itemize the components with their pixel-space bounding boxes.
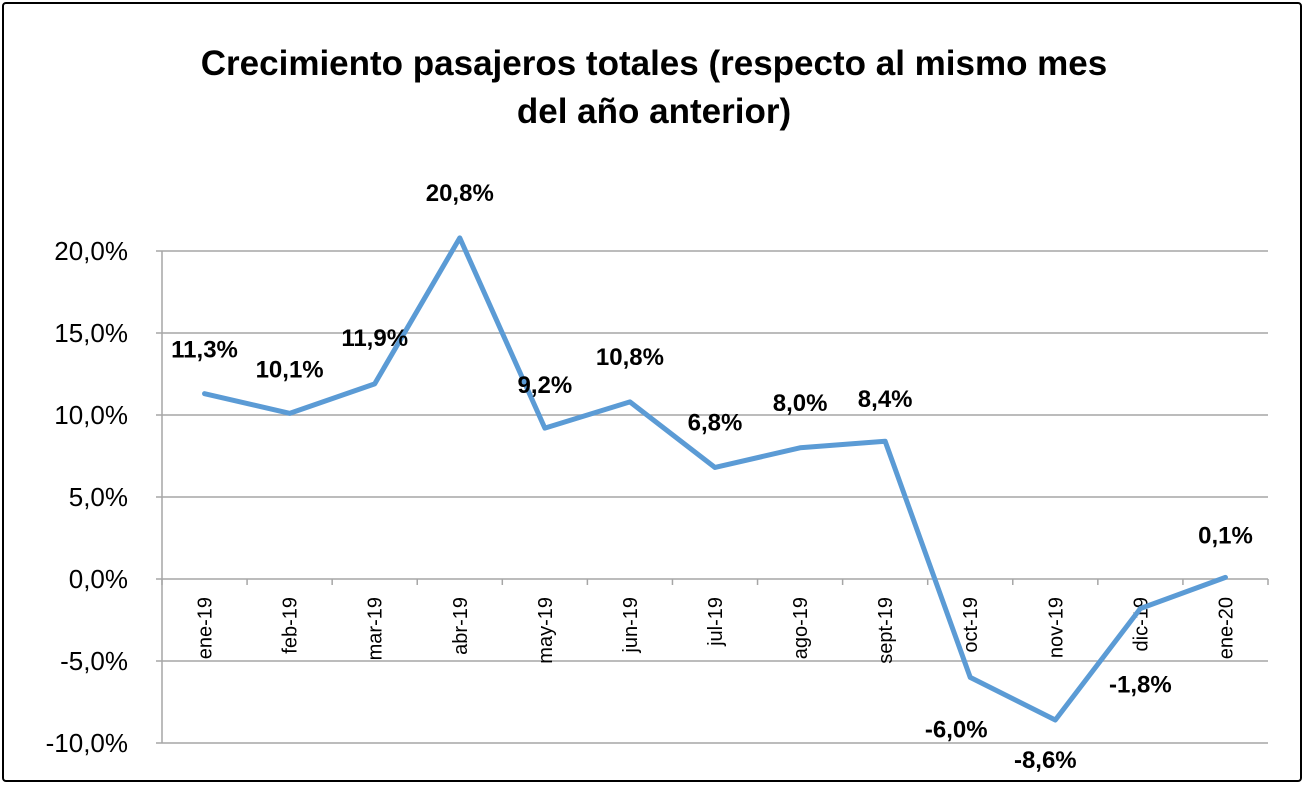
x-tick-label: sept-19 [875, 597, 897, 664]
x-tick-label: jul-19 [705, 597, 727, 647]
data-label: 8,0% [773, 390, 828, 417]
data-label: 9,2% [517, 372, 572, 399]
x-tick-label: feb-19 [280, 597, 302, 654]
data-label: -1,8% [1109, 672, 1172, 699]
data-label: 11,3% [171, 337, 238, 364]
data-label: 6,8% [688, 409, 743, 436]
y-tick-label: 5,0% [69, 482, 128, 512]
series-line [202, 235, 1228, 723]
y-tick-label: 15,0% [54, 318, 128, 348]
x-tick-label: ene-20 [1215, 597, 1237, 659]
x-tick-label: ago-19 [790, 597, 812, 659]
data-label: 0,1% [1198, 522, 1253, 549]
data-label: 10,1% [256, 356, 324, 383]
chart-title: Crecimiento pasajeros totales (respecto … [0, 40, 1308, 136]
x-tick-label: may-19 [535, 597, 557, 664]
y-tick-label: 20,0% [54, 236, 128, 266]
y-tick-label: -10,0% [46, 728, 128, 758]
data-label: -8,6% [1014, 747, 1077, 774]
x-tick-label: jun-19 [620, 597, 642, 654]
y-tick-label: 0,0% [69, 564, 128, 594]
x-tick-label: oct-19 [960, 597, 982, 653]
x-tick-label: ene-19 [195, 597, 217, 659]
x-tick-label: abr-19 [450, 597, 472, 655]
data-label: 20,8% [426, 180, 494, 207]
data-label: -6,0% [925, 716, 988, 743]
chart-title-line1: Crecimiento pasajeros totales (respecto … [200, 44, 1108, 83]
data-label: 10,8% [596, 344, 664, 371]
data-label: 11,9% [341, 325, 408, 352]
x-tick-label: mar-19 [365, 597, 387, 660]
y-tick-label: 10,0% [54, 400, 128, 430]
data-label: 8,4% [858, 386, 913, 413]
y-tick-label: -5,0% [60, 646, 128, 676]
x-tick-label: nov-19 [1045, 597, 1067, 658]
chart-title-line2: del año anterior) [516, 92, 792, 131]
